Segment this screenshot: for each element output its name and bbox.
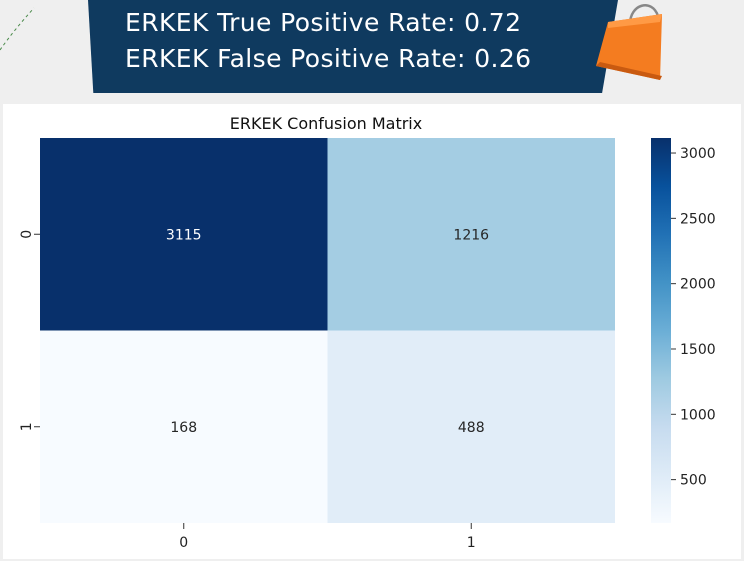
colorbar-tick-label: 500 — [680, 473, 707, 489]
colorbar-tick-label: 1500 — [680, 342, 716, 358]
x-tick-label: 1 — [467, 535, 476, 551]
true-positive-rate-text: ERKEK True Positive Rate: 0.72 — [125, 8, 522, 37]
heatmap-cell — [327, 138, 615, 331]
false-positive-rate-text: ERKEK False Positive Rate: 0.26 — [125, 44, 532, 73]
heatmap-cell — [327, 330, 615, 523]
decorative-dashed-curve — [0, 7, 35, 51]
cell-value-label: 3115 — [166, 227, 202, 243]
colorbar — [651, 138, 671, 523]
y-tick-label: 1 — [19, 422, 35, 431]
colorbar-tick-label: 2500 — [680, 211, 716, 227]
heatmap-cell — [40, 330, 328, 523]
chart-title: ERKEK Confusion Matrix — [230, 114, 422, 133]
colorbar-tick-label: 3000 — [680, 146, 716, 162]
stats-banner — [88, 0, 618, 93]
confusion-matrix-chart: ERKEK Confusion Matrix 3115 1216 168 488 0 1… — [19, 114, 716, 551]
colorbar-tick-label: 2000 — [680, 277, 716, 293]
cell-value-label: 488 — [458, 420, 485, 436]
colorbar-tick-label: 1000 — [680, 407, 716, 423]
plot-panel: ERKEK Confusion Matrix 3115 1216 168 488 0 1… — [3, 104, 741, 559]
x-tick-label: 0 — [179, 535, 188, 551]
heatmap-cell — [40, 138, 328, 331]
y-tick-label: 0 — [19, 230, 35, 239]
cell-value-label: 1216 — [453, 227, 489, 243]
shopping-bag-icon — [596, 4, 662, 80]
cell-value-label: 168 — [170, 420, 197, 436]
